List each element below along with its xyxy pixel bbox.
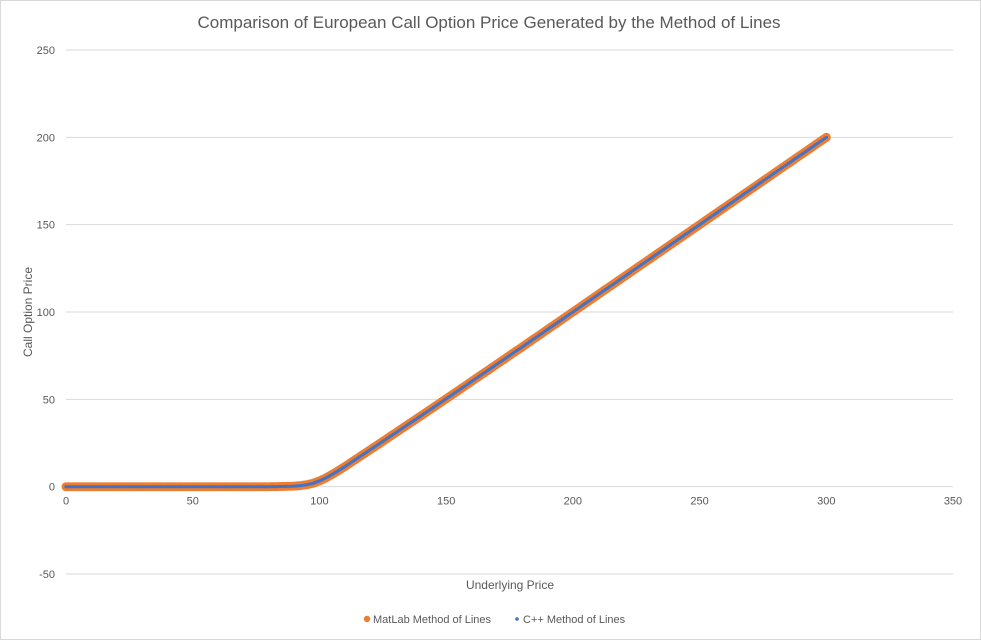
legend-label: C++ Method of Lines bbox=[523, 614, 626, 626]
x-axis-ticks: 0 50 100 150 200 250 300 350 bbox=[63, 496, 962, 508]
y-tick-label: 200 bbox=[37, 132, 55, 144]
data-point bbox=[89, 485, 93, 489]
x-tick-label: 250 bbox=[690, 496, 708, 508]
y-axis-title: Call Option Price bbox=[21, 267, 35, 357]
x-tick-label: 50 bbox=[187, 496, 199, 508]
x-tick-label: 350 bbox=[944, 496, 962, 508]
data-point bbox=[108, 485, 112, 489]
y-tick-label: 250 bbox=[37, 45, 55, 57]
data-point bbox=[231, 485, 235, 489]
legend-marker bbox=[515, 617, 519, 621]
data-point bbox=[72, 485, 76, 489]
data-point bbox=[214, 485, 218, 489]
series-1 bbox=[64, 135, 828, 489]
legend: MatLab Method of Lines C++ Method of Line… bbox=[363, 614, 626, 626]
data-point bbox=[178, 485, 182, 489]
x-tick-label: 300 bbox=[817, 496, 835, 508]
data-point bbox=[824, 135, 828, 139]
data-point bbox=[161, 485, 165, 489]
chart-title: Comparison of European Call Option Price… bbox=[197, 13, 780, 32]
x-axis-title: Underlying Price bbox=[466, 578, 554, 592]
y-tick-label: -50 bbox=[39, 569, 55, 581]
data-point bbox=[195, 485, 199, 489]
x-tick-label: 0 bbox=[63, 496, 69, 508]
data-point bbox=[250, 485, 254, 489]
y-axis-ticks: -50 0 50 100 150 200 250 bbox=[37, 45, 55, 581]
x-tick-label: 200 bbox=[564, 496, 582, 508]
data-point bbox=[142, 485, 146, 489]
x-tick-label: 100 bbox=[310, 496, 328, 508]
plot-series bbox=[61, 132, 831, 492]
legend-marker bbox=[363, 615, 371, 623]
legend-label: MatLab Method of Lines bbox=[373, 614, 492, 626]
y-tick-label: 50 bbox=[43, 394, 55, 406]
x-tick-label: 150 bbox=[437, 496, 455, 508]
y-tick-label: 0 bbox=[49, 482, 55, 494]
y-tick-label: 150 bbox=[37, 220, 55, 232]
data-point bbox=[125, 485, 129, 489]
y-tick-label: 100 bbox=[37, 307, 55, 319]
